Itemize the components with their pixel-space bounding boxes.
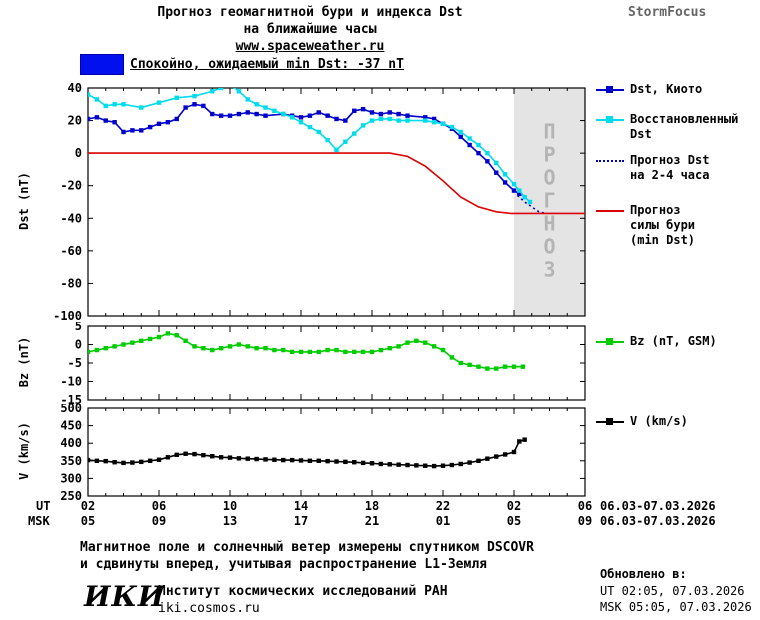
storm-forecast-swatch-icon [596,206,624,217]
x-tick-label: 09 [151,514,167,528]
x-tick-label: 02 [506,499,522,513]
legend-storm-label-3: (min Dst) [630,233,696,247]
svg-text:О: О [543,166,555,190]
msk-date-range: 06.03-07.03.2026 [600,514,716,528]
legend-forecast-dst: Прогноз Dst на 2-4 часа [596,153,760,183]
dst-kyoto-swatch-icon [596,85,624,96]
legend-restored-dst: Восстановленный Dst [596,112,760,142]
legend-dst-kyoto-label: Dst, Киото [630,82,703,96]
x-tick-label: 05 [80,514,96,528]
legend-storm-label-1: Прогноз [630,203,681,217]
forecast-dst-swatch-icon [596,156,624,167]
legend-dst-kyoto: Dst, Киото [596,82,760,97]
x-tick-label: 05 [506,514,522,528]
updated-label: Обновлено в: [600,567,687,581]
legend-restored-label-1: Восстановленный [630,112,739,126]
legend-forecast-label-1: Прогноз Dst [630,153,710,167]
ut-date-range: 06.03-07.03.2026 [600,499,716,513]
svg-text:400: 400 [60,436,82,450]
ut-label: UT [36,499,51,513]
updated-ut: UT 02:05, 07.03.2026 [600,584,745,598]
institute-name: Институт космических исследований РАН [158,584,448,599]
x-tick-label: 13 [222,514,238,528]
bz-chart: 5 0 -5 -10 -15 [60,322,586,404]
v-axis-label: V (km/s) [17,422,31,480]
svg-text:-15: -15 [60,393,82,404]
legend-forecast-label-2: на 2-4 часа [630,168,710,182]
x-tick-label: 17 [293,514,309,528]
x-tick-label: 14 [293,499,309,513]
x-tick-label: 10 [222,499,238,513]
legend-restored-label-2: Dst [630,127,652,141]
x-tick-label: 02 [80,499,96,513]
svg-text:З: З [543,258,555,282]
svg-text:-60: -60 [60,244,82,258]
storm-status-color-box [80,54,124,75]
legend-storm-forecast: Прогноз силы бури (min Dst) [596,203,760,248]
legend-storm-label-2: силы бури [630,218,696,232]
x-tick-label: 22 [435,499,451,513]
restored-dst-swatch-icon [596,115,624,126]
footnote-line1: Магнитное поле и солнечный ветер измерен… [80,540,534,555]
dst-axis-label: Dst (nT) [17,172,31,230]
x-tick-label: 06 [577,499,593,513]
svg-text:-40: -40 [60,211,82,225]
page-title-line2: на ближайшие часы [243,22,377,37]
x-tick-label: 06 [151,499,167,513]
svg-text:0: 0 [75,146,82,160]
v-swatch-icon [596,417,624,428]
footnote-line2: и сдвинуты вперед, учитывая распростране… [80,557,487,572]
svg-text:500: 500 [60,404,82,415]
svg-text:Н: Н [543,212,555,236]
spaceweather-link[interactable]: www.spaceweather.ru [235,39,385,54]
svg-text:-10: -10 [60,375,82,389]
svg-text:0: 0 [75,338,82,352]
svg-text:300: 300 [60,471,82,485]
svg-text:-100: -100 [53,309,82,322]
ut-axis-row: UT 06.03-07.03.2026 02 06 10 14 18 22 02 06 [0,499,760,513]
iki-logo: ИКИ [84,580,166,613]
svg-text:-80: -80 [60,276,82,290]
x-tick-label: 21 [364,514,380,528]
svg-text:П: П [543,120,555,144]
bz-axis-label: Bz (nT) [17,336,31,388]
legend-bz: Bz (nT, GSM) [596,334,760,349]
svg-text:450: 450 [60,419,82,433]
msk-label: MSK [28,514,50,528]
storm-status-text: Спокойно, ожидаемый min Dst: -37 nT [130,57,404,72]
svg-text:Г: Г [543,189,555,213]
legend-bz-label: Bz (nT, GSM) [630,334,717,348]
updated-msk: MSK 05:05, 07.03.2026 [600,600,752,614]
x-tick-label: 01 [435,514,451,528]
x-tick-label: 18 [364,499,380,513]
msk-axis-row: MSK 06.03-07.03.2026 05 09 13 17 21 01 05 09 [0,514,760,528]
svg-text:Р: Р [543,143,555,167]
v-chart: 500 450 400 350 300 250 [60,404,586,500]
svg-text:-5: -5 [68,356,82,370]
legend-v: V (km/s) [596,414,760,429]
legend-v-label: V (km/s) [630,414,688,428]
iki-site-link[interactable]: iki.cosmos.ru [158,601,260,616]
x-tick-label: 09 [577,514,593,528]
svg-text:40: 40 [68,81,82,95]
svg-text:250: 250 [60,489,82,500]
svg-text:О: О [543,235,555,259]
brand-label: StormFocus [628,5,707,20]
svg-text:350: 350 [60,454,82,468]
page-title-line1: Прогноз геомагнитной бури и индекса Dst [157,5,463,20]
svg-text:20: 20 [68,114,82,128]
svg-text:-20: -20 [60,179,82,193]
svg-text:5: 5 [75,322,82,333]
bz-swatch-icon [596,337,624,348]
